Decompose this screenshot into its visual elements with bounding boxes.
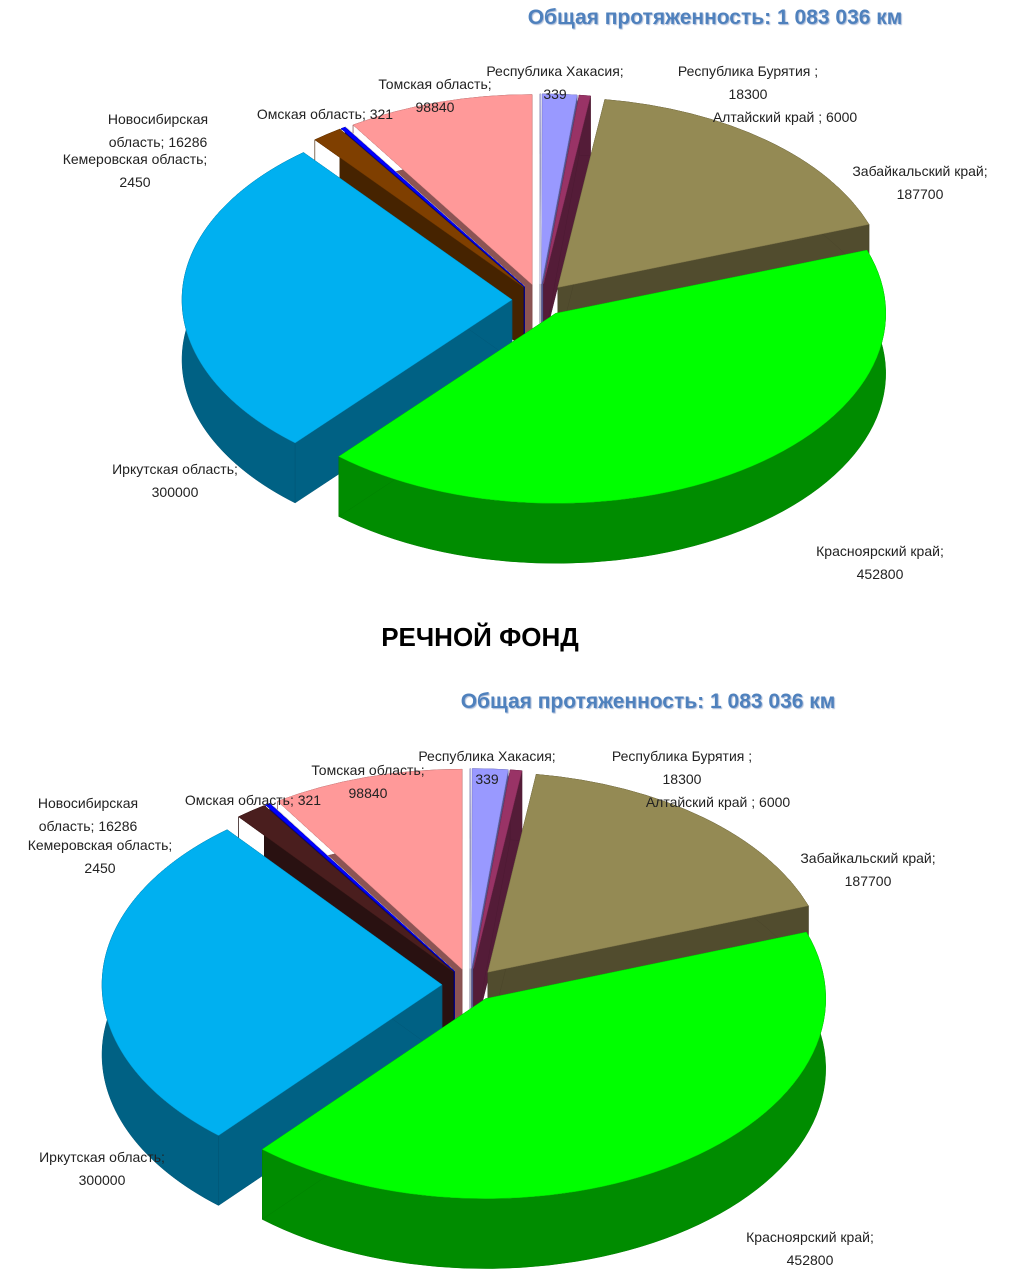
data-label: Забайкальский край; 187700 [800, 847, 935, 893]
label-category: Республика Хакасия; [418, 748, 556, 764]
label-category: Республика Хакасия; [486, 63, 624, 79]
data-label: Иркутская область; 300000 [112, 458, 238, 504]
label-value: 18300 [662, 771, 702, 787]
slice [469, 768, 471, 969]
slice [471, 768, 509, 969]
data-label: Иркутская область; 300000 [39, 1146, 165, 1192]
label-value: 6000 [826, 109, 858, 125]
data-label: Омская область; 321 [185, 789, 321, 812]
label-category: Республика Бурятия ; [677, 63, 819, 79]
slice [340, 126, 525, 287]
slice [541, 93, 578, 284]
label-category: Республика Бурятия ; [611, 748, 753, 764]
slice [314, 128, 524, 288]
slice [238, 805, 454, 972]
slice [352, 94, 533, 286]
label-value: 98840 [415, 99, 455, 115]
label-category: Кемеровская область; [27, 837, 173, 853]
slice [101, 829, 443, 1136]
label-value: 16286 [168, 134, 208, 150]
label-value: 16286 [98, 818, 138, 834]
slice [543, 94, 591, 285]
chart-title: Общая протяженность: 1 083 036 км [460, 690, 836, 713]
data-label: Омская область; 321 [257, 103, 393, 126]
slice [473, 769, 523, 969]
slice [277, 768, 463, 970]
pie [101, 768, 826, 1269]
slice [557, 99, 870, 288]
label-value: 2450 [84, 860, 116, 876]
data-label: Томская область; 98840 [311, 759, 424, 805]
heading: РЕЧНОЙ ФОНД [381, 622, 579, 652]
slice [338, 249, 886, 504]
label-value: 452800 [786, 1252, 834, 1268]
data-label: Томская область; 98840 [378, 73, 491, 119]
slice [261, 931, 826, 1199]
data-label: Республика Бурятия ; 18300 [612, 745, 752, 791]
label-value: 300000 [151, 484, 199, 500]
label-value: 339 [475, 771, 499, 787]
data-label: Кемеровская область; 2450 [63, 148, 208, 194]
label-category: Иркутская область; [39, 1149, 165, 1165]
label-category: Забайкальский край; [852, 163, 988, 179]
slice [487, 774, 809, 973]
slice [539, 93, 541, 284]
label-category: Алтайский край ; [645, 794, 756, 810]
label-category: Томская область; [311, 762, 425, 778]
label-category: Омская область; [256, 106, 366, 122]
label-value: 187700 [844, 873, 892, 889]
data-label: Красноярский край; 452800 [816, 540, 944, 586]
label-value: 321 [297, 792, 322, 808]
label-category: Кемеровская область; [62, 151, 208, 167]
label-category: Алтайский край ; [712, 109, 823, 125]
data-label: Забайкальский край; 187700 [852, 160, 987, 206]
data-label: Республика Хакасия; 339 [486, 60, 623, 106]
label-value: 98840 [348, 785, 388, 801]
slice [265, 803, 455, 972]
label-category: Красноярский край; [816, 543, 944, 559]
label-value: 18300 [728, 86, 768, 102]
label-value: 339 [543, 86, 567, 102]
data-label: Новосибирская область; 16286 [83, 108, 233, 154]
slice [181, 152, 513, 444]
label-category: Иркутская область; [112, 461, 238, 477]
label-value: 321 [369, 106, 394, 122]
chart-title: Общая протяженность: 1 083 036 км [527, 6, 903, 29]
label-value: 452800 [856, 566, 904, 582]
label-category: Новосибирская область; [107, 111, 209, 150]
label-category: Омская область; [184, 792, 294, 808]
pie [181, 93, 886, 564]
label-value: 6000 [759, 794, 791, 810]
label-category: Красноярский край; [746, 1229, 874, 1245]
label-value: 187700 [896, 186, 944, 202]
label-category: Новосибирская область; [37, 795, 139, 834]
label-category: Томская область; [378, 76, 492, 92]
data-label: Кемеровская область; 2450 [28, 834, 173, 880]
data-label: Алтайский край ; 6000 [646, 791, 790, 814]
data-label: Красноярский край; 452800 [746, 1226, 874, 1269]
data-label: Республика Бурятия ; 18300 [678, 60, 818, 106]
label-value: 300000 [78, 1172, 126, 1188]
data-label: Новосибирская область; 16286 [13, 792, 163, 838]
data-label: Республика Хакасия; 339 [418, 745, 555, 791]
label-value: 2450 [119, 174, 151, 190]
data-label: Алтайский край ; 6000 [713, 106, 857, 129]
label-category: Забайкальский край; [800, 850, 936, 866]
